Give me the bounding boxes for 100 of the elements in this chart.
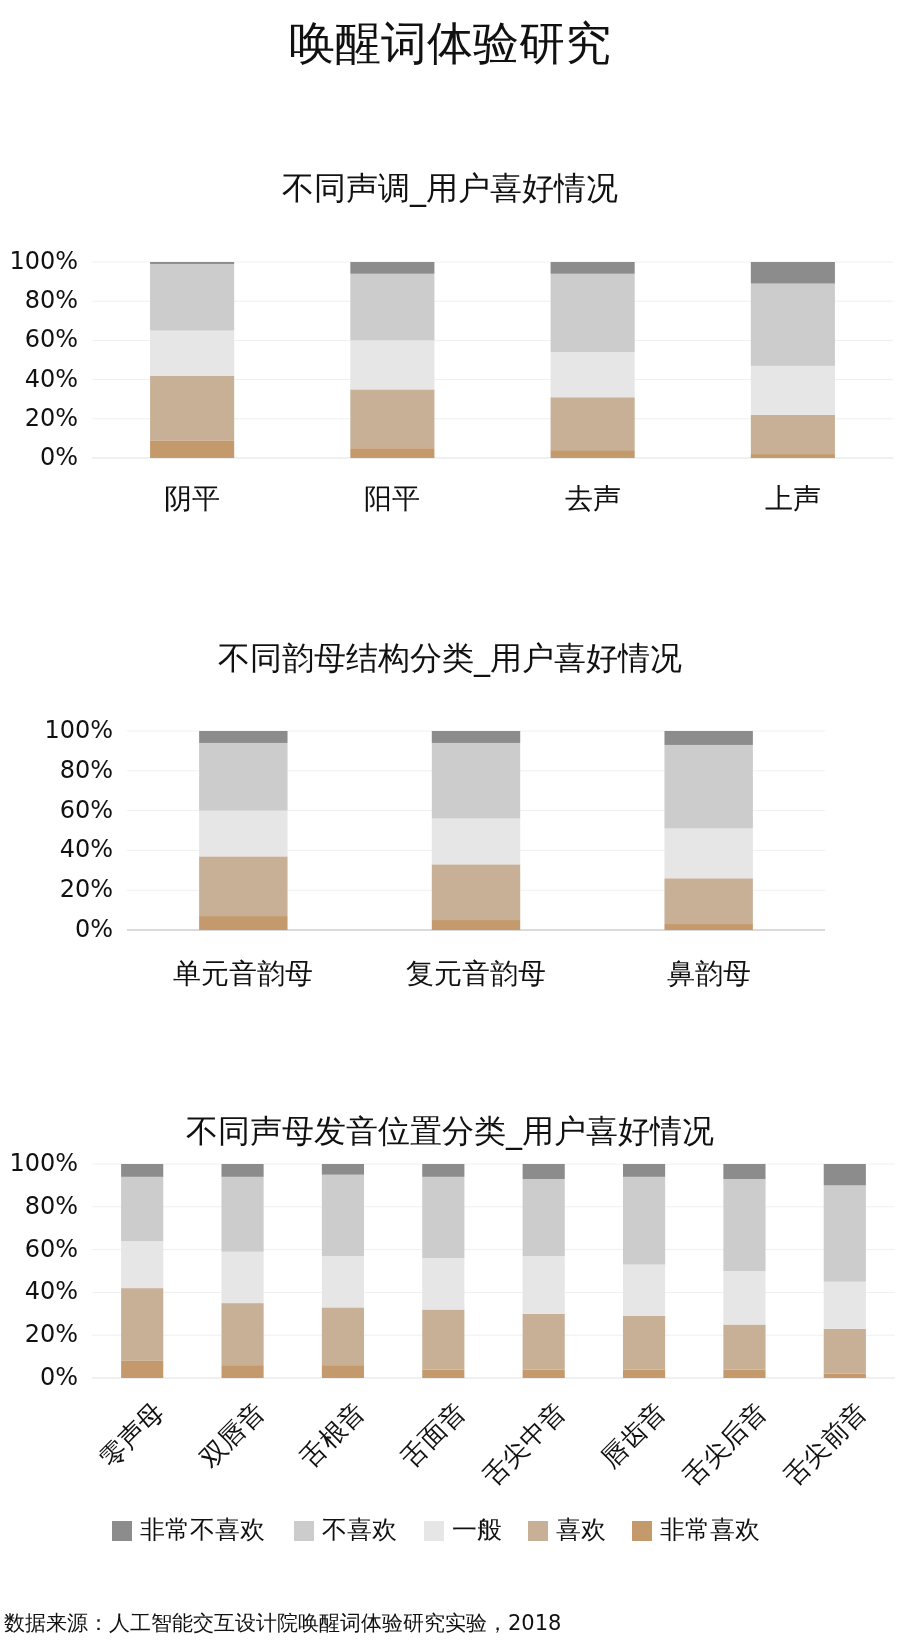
y-tick-label: 20%	[59, 875, 113, 904]
chart-title: 唤醒词体验研究	[289, 15, 611, 70]
bar	[199, 742, 288, 811]
bar	[750, 262, 835, 284]
bar	[422, 1164, 465, 1177]
y-tick-label: 20%	[24, 1320, 78, 1349]
y-tick-label: 0%	[39, 443, 78, 471]
bar	[199, 731, 288, 743]
bar	[750, 283, 835, 366]
bar	[221, 1365, 264, 1378]
legend-label: 非常不喜欢	[140, 1515, 265, 1544]
y-tick-label: 40%	[59, 835, 113, 864]
bar	[664, 744, 753, 829]
x-tick-label: 鼻韵母	[666, 957, 751, 990]
y-tick-label: 100%	[9, 247, 78, 275]
legend-label: 一般	[452, 1515, 502, 1544]
bar	[321, 1174, 365, 1257]
bar	[823, 1164, 866, 1186]
bar	[823, 1373, 866, 1378]
bar	[350, 273, 435, 341]
bar	[723, 1164, 766, 1179]
bar	[150, 263, 235, 331]
bar	[622, 1369, 666, 1378]
source-note: 数据来源：人工智能交互设计院唤醒词体验研究实验，2018	[4, 1611, 562, 1635]
bar	[823, 1185, 866, 1282]
bar	[550, 273, 635, 353]
x-tick-label: 上声	[764, 482, 821, 515]
bar	[522, 1313, 565, 1370]
bar	[150, 440, 235, 458]
bar	[522, 1178, 565, 1257]
bar	[121, 1176, 164, 1242]
x-tick-label: 阳平	[364, 482, 421, 515]
y-tick-label: 0%	[39, 1363, 78, 1391]
bar	[550, 262, 635, 274]
legend-label: 非常喜欢	[660, 1515, 760, 1544]
x-tick-label: 舌根音	[294, 1396, 371, 1473]
bar	[750, 414, 835, 455]
x-tick-label: 舌尖前音	[777, 1396, 873, 1492]
bar	[350, 262, 435, 274]
legend-label: 不喜欢	[322, 1515, 397, 1544]
bar	[221, 1176, 264, 1252]
y-tick-label: 80%	[24, 286, 78, 315]
legend-label: 喜欢	[556, 1515, 606, 1544]
x-tick-label: 舌面音	[394, 1396, 472, 1473]
y-tick-label: 0%	[74, 915, 113, 943]
bar	[350, 448, 435, 458]
y-tick-label: 60%	[24, 325, 78, 354]
y-tick-label: 40%	[24, 1277, 78, 1306]
chart-title: 不同韵母结构分类_用户喜好情况	[218, 639, 682, 677]
bar	[121, 1360, 164, 1378]
y-tick-label: 100%	[9, 1149, 78, 1177]
bar	[622, 1315, 666, 1370]
bar	[622, 1176, 666, 1265]
bar	[622, 1164, 666, 1177]
x-tick-label: 单元音韵母	[173, 957, 314, 990]
bar	[522, 1164, 565, 1179]
y-tick-label: 80%	[59, 755, 113, 784]
x-tick-label: 舌尖后音	[677, 1396, 773, 1492]
bar	[422, 1309, 465, 1370]
x-tick-label: 复元音韵母	[406, 957, 546, 990]
bar	[664, 924, 753, 930]
bar	[321, 1164, 365, 1175]
x-tick-label: 双唇音	[194, 1396, 271, 1473]
bar	[221, 1303, 264, 1366]
bar	[422, 1369, 465, 1378]
chart-subtitle: 不同声调_用户喜好情况	[282, 169, 618, 207]
bar	[664, 731, 753, 745]
bar	[350, 389, 435, 449]
bar	[431, 920, 521, 930]
y-tick-label: 60%	[24, 1234, 78, 1263]
bar	[199, 916, 288, 930]
bar	[321, 1307, 365, 1366]
bar	[431, 742, 521, 819]
bar	[431, 864, 521, 921]
x-tick-label: 去声	[564, 482, 621, 515]
bar	[550, 450, 635, 458]
x-tick-label: 唇齿音	[595, 1396, 672, 1473]
bar	[522, 1369, 565, 1378]
bar	[431, 731, 521, 743]
y-tick-label: 40%	[24, 364, 78, 393]
y-tick-label: 100%	[44, 716, 113, 744]
bar	[750, 454, 835, 458]
bar	[723, 1369, 766, 1378]
y-tick-label: 20%	[24, 403, 78, 432]
y-tick-label: 80%	[24, 1191, 78, 1220]
y-tick-label: 60%	[59, 795, 113, 824]
bar	[321, 1365, 365, 1378]
chart-title: 不同声母发音位置分类_用户喜好情况	[186, 1112, 714, 1150]
bar	[121, 1288, 164, 1361]
bar	[823, 1328, 866, 1374]
x-tick-label: 零声母	[93, 1396, 171, 1473]
bar	[121, 1164, 164, 1177]
bar	[221, 1164, 264, 1177]
x-tick-label: 舌尖中音	[476, 1396, 572, 1492]
bar	[664, 878, 753, 925]
bar	[150, 375, 235, 441]
bar	[550, 397, 635, 451]
bar	[422, 1176, 465, 1259]
bar	[723, 1178, 766, 1271]
x-tick-label: 阴平	[164, 482, 221, 515]
